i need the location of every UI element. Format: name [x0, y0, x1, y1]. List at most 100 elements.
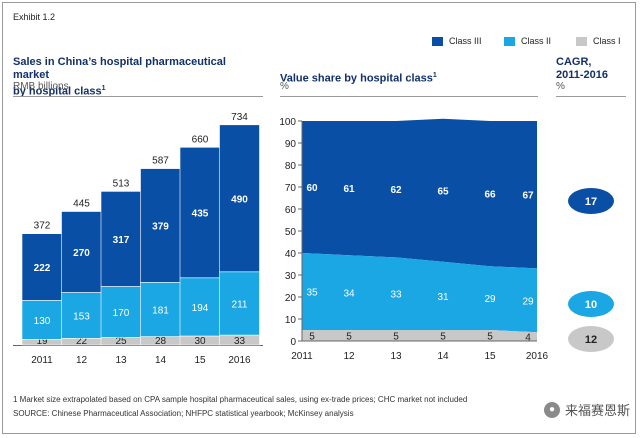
legend-class-ii: Class II [504, 36, 551, 46]
left-panel-title: Sales in China’s hospital pharmaceutical… [13, 56, 263, 99]
bar-xtick-13: 13 [115, 355, 127, 366]
right-panel-title: CAGR, 2011-2016 [556, 56, 608, 82]
area-label-class-i-2011: 5 [309, 332, 315, 343]
bar-label-class-iii-2011: 222 [34, 263, 51, 274]
area-ytick-10: 10 [285, 315, 297, 326]
area-xtick-13: 13 [390, 351, 402, 362]
area-xtick-12: 12 [343, 351, 355, 362]
bar-class-ii-14 [140, 281, 181, 337]
bar-class-ii-13 [100, 286, 142, 338]
legend-label-class-ii: Class II [521, 36, 552, 46]
left-panel-rule [13, 96, 263, 97]
cagr-value-class-ii: 10 [585, 299, 597, 311]
middle-panel-rule [280, 96, 538, 97]
area-class-iii [302, 118, 537, 269]
bar-label-class-ii-15: 194 [192, 303, 209, 314]
area-label-class-i-12: 5 [346, 332, 352, 343]
cagr-value-class-iii: 17 [585, 196, 597, 208]
watermark-text: 来福赛恩斯 [564, 403, 630, 418]
exhibit-frame [2, 2, 636, 434]
area-label-class-iii-2011: 60 [306, 183, 318, 194]
left-title-footnote: 1 [101, 85, 106, 92]
bar-label-class-ii-12: 153 [73, 311, 90, 322]
bar-xtick-14: 14 [155, 355, 167, 366]
bar-label-class-i-12: 22 [76, 336, 88, 347]
area-label-class-i-15: 5 [487, 332, 493, 343]
cagr-oval-class-ii [568, 291, 614, 317]
middle-title-text: Value share by hospital class [280, 72, 433, 85]
right-title-line2: 2011-2016 [556, 69, 608, 81]
bar-label-class-iii-14: 379 [152, 221, 169, 232]
bar-total-2016: 734 [231, 112, 248, 123]
bar-xtick-12: 12 [76, 355, 88, 366]
bar-label-class-i-13: 25 [115, 336, 127, 347]
bar-class-ii-2016 [219, 271, 260, 336]
area-ytick-30: 30 [285, 271, 297, 282]
area-ytick-0: 0 [290, 337, 296, 348]
area-label-class-iii-15: 66 [484, 190, 496, 201]
left-title-line2: by hospital class [13, 85, 102, 98]
right-panel-unit: % [556, 81, 565, 92]
middle-panel-title: Value share by hospital class1 [280, 69, 437, 86]
exhibit-label: Exhibit 1.2 [13, 12, 56, 22]
area-ytick-100: 100 [279, 117, 296, 128]
area-label-class-ii-15: 29 [484, 294, 496, 305]
area-label-class-ii-14: 31 [437, 292, 449, 303]
cagr-oval-class-iii [568, 188, 614, 214]
area-ytick-90: 90 [285, 139, 297, 150]
area-xtick-2011: 2011 [291, 351, 313, 362]
legend-label-class-iii: Class III [449, 36, 482, 46]
bar-class-iii-13 [100, 191, 142, 287]
area-xtick-14: 14 [437, 351, 449, 362]
area-xtick-15: 15 [484, 351, 496, 362]
right-title-line1: CAGR, [556, 56, 592, 68]
area-ytick-50: 50 [285, 227, 297, 238]
right-panel-rule [556, 96, 626, 97]
legend-swatch-class-iii [432, 36, 443, 46]
area-label-class-i-2016: 4 [525, 333, 531, 344]
area-label-class-iii-12: 61 [343, 184, 355, 195]
cagr-oval-class-i [568, 326, 614, 352]
bar-total-13: 513 [113, 178, 130, 189]
wechat-icon: ● [543, 401, 560, 418]
area-label-class-ii-2016: 29 [522, 296, 534, 307]
bar-class-iii-14 [140, 168, 181, 283]
legend-swatch-class-i [576, 36, 587, 46]
bar-total-15: 660 [192, 134, 209, 145]
source-note: SOURCE: Chinese Pharmaceutical Associati… [13, 409, 354, 418]
area-label-class-ii-13: 33 [390, 290, 402, 301]
area-ytick-60: 60 [285, 205, 297, 216]
area-ytick-20: 20 [285, 293, 297, 304]
left-panel-unit: RMB billions [13, 81, 69, 92]
bar-label-class-iii-12: 270 [73, 248, 90, 259]
area-label-class-i-14: 5 [440, 332, 446, 343]
middle-title-footnote: 1 [432, 72, 437, 79]
area-ytick-80: 80 [285, 161, 297, 172]
legend-class-iii: Class III [432, 36, 482, 46]
bar-xtick-2011: 2011 [31, 355, 53, 366]
legend-label-class-i: Class I [593, 36, 621, 46]
area-label-class-ii-2011: 35 [306, 288, 318, 299]
bar-total-12: 445 [73, 199, 90, 210]
legend-swatch-class-ii [504, 36, 515, 46]
bar-class-iii-2016 [219, 124, 260, 273]
area-xtick-2016: 2016 [526, 351, 549, 362]
bar-label-class-i-2016: 33 [234, 336, 246, 347]
bar-total-2011: 372 [34, 221, 51, 232]
bar-total-14: 587 [152, 156, 169, 167]
bar-label-class-ii-13: 170 [113, 308, 130, 319]
area-label-class-iii-14: 65 [437, 186, 449, 197]
bar-label-class-ii-2011: 130 [34, 316, 51, 327]
bar-label-class-ii-2016: 211 [232, 299, 248, 310]
area-ytick-70: 70 [285, 183, 297, 194]
bar-label-class-i-2011: 19 [36, 336, 48, 347]
middle-panel-unit: % [280, 81, 289, 92]
area-label-class-i-13: 5 [393, 332, 399, 343]
cagr-value-class-i: 12 [585, 334, 597, 346]
bar-label-class-i-14: 28 [155, 336, 167, 347]
bar-class-iii-2011 [21, 233, 63, 301]
bar-label-class-iii-2016: 490 [231, 194, 248, 205]
left-title-line1: Sales in China’s hospital pharmaceutical… [13, 56, 226, 81]
area-label-class-iii-2016: 67 [522, 191, 534, 202]
